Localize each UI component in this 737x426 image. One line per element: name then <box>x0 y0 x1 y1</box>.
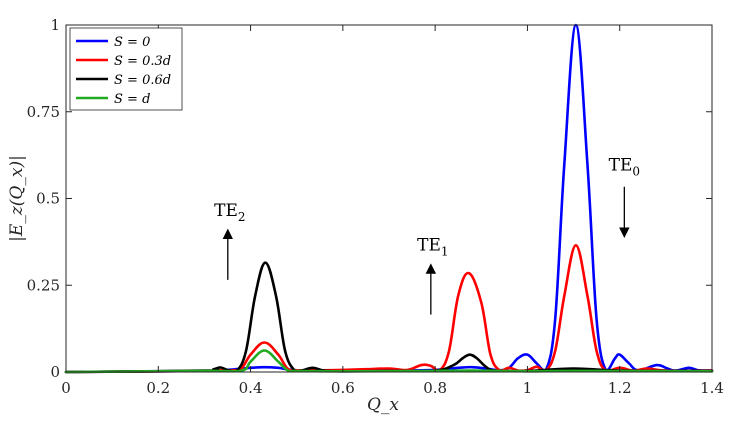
y-tick-label: 0.75 <box>27 103 60 121</box>
y-tick-label: 0 <box>50 363 60 381</box>
annotation-label: TE2 <box>214 201 245 224</box>
series-layer <box>64 23 714 374</box>
annotation-label-sub: 2 <box>238 210 246 224</box>
annotation-te2: TE2 <box>214 201 246 280</box>
x-tick-label: 0.6 <box>331 379 355 397</box>
legend-entry: S = d <box>114 92 150 107</box>
x-tick-label: 0.2 <box>146 379 170 397</box>
x-tick-label: 0 <box>61 379 71 397</box>
annotation-te0: TE0 <box>609 156 640 238</box>
y-axis-label: |E_z(Q_x)| <box>7 155 27 242</box>
y-tick-label: 0.5 <box>36 190 60 208</box>
annotation-label-sub: 1 <box>441 245 449 259</box>
x-tick-label: 1.4 <box>700 379 724 397</box>
y-tick-label: 1 <box>50 16 60 34</box>
x-tick-label: 1 <box>523 379 533 397</box>
y-tick-label: 0.25 <box>27 276 60 294</box>
x-tick-label: 0.4 <box>239 379 263 397</box>
annotation-label-sub: 0 <box>632 165 640 179</box>
annotation-label-main: TE <box>609 156 633 176</box>
annotation-label-main: TE <box>417 236 441 256</box>
series-line-2 <box>64 244 714 374</box>
x-tick-label: 0.8 <box>423 379 447 397</box>
x-tick-label: 1.2 <box>608 379 632 397</box>
axes: 0 0.2 0.4 0.6 0.8 1 1.2 1.4 0 0.25 0.5 0.75 1 Q_x |E_z… <box>7 16 724 415</box>
annotation-label: TE0 <box>609 156 640 179</box>
legend-entry: S = 0 <box>114 35 150 50</box>
legend: S = 0 S = 0.3d S = 0.6d S = d <box>69 27 183 111</box>
annotation-label-main: TE <box>214 201 238 221</box>
annotation-label: TE1 <box>417 236 448 259</box>
legend-entry: S = 0.6d <box>114 73 171 88</box>
x-axis-label: Q_x <box>367 395 399 415</box>
legend-entry: S = 0.3d <box>114 54 171 69</box>
annotation-te1: TE1 <box>417 236 449 315</box>
